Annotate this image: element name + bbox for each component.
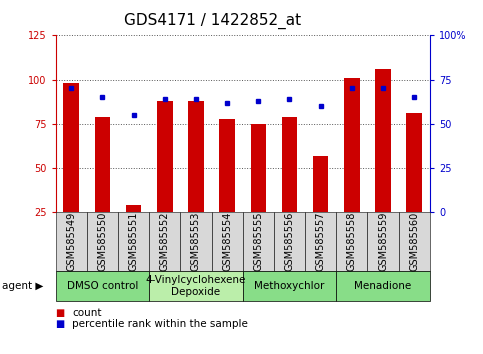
- Text: Methoxychlor: Methoxychlor: [255, 281, 325, 291]
- Text: GSM585552: GSM585552: [160, 212, 170, 272]
- Text: GSM585560: GSM585560: [409, 212, 419, 271]
- Bar: [63, 83, 79, 212]
- Text: DMSO control: DMSO control: [67, 281, 138, 291]
- Bar: [344, 78, 360, 212]
- Bar: [407, 113, 422, 212]
- Bar: [219, 119, 235, 212]
- Text: GSM585549: GSM585549: [66, 212, 76, 271]
- Bar: [375, 69, 391, 212]
- Text: GSM585551: GSM585551: [128, 212, 139, 271]
- Text: GSM585554: GSM585554: [222, 212, 232, 271]
- Bar: [157, 101, 172, 212]
- Bar: [282, 117, 298, 212]
- Text: GDS4171 / 1422852_at: GDS4171 / 1422852_at: [124, 12, 301, 29]
- Text: ■: ■: [56, 308, 65, 318]
- Text: 4-Vinylcyclohexene
Depoxide: 4-Vinylcyclohexene Depoxide: [146, 275, 246, 297]
- Text: GSM585553: GSM585553: [191, 212, 201, 271]
- Text: GSM585550: GSM585550: [98, 212, 107, 271]
- Bar: [251, 124, 266, 212]
- Text: GSM585559: GSM585559: [378, 212, 388, 271]
- Text: GSM585558: GSM585558: [347, 212, 357, 271]
- Text: GSM585555: GSM585555: [253, 212, 263, 272]
- Bar: [126, 205, 142, 212]
- Text: Menadione: Menadione: [355, 281, 412, 291]
- Bar: [188, 101, 204, 212]
- Text: count: count: [72, 308, 102, 318]
- Text: GSM585556: GSM585556: [284, 212, 295, 271]
- Text: GSM585557: GSM585557: [316, 212, 326, 272]
- Bar: [95, 117, 110, 212]
- Text: ■: ■: [56, 319, 65, 329]
- Text: agent ▶: agent ▶: [2, 281, 44, 291]
- Bar: [313, 156, 328, 212]
- Text: percentile rank within the sample: percentile rank within the sample: [72, 319, 248, 329]
